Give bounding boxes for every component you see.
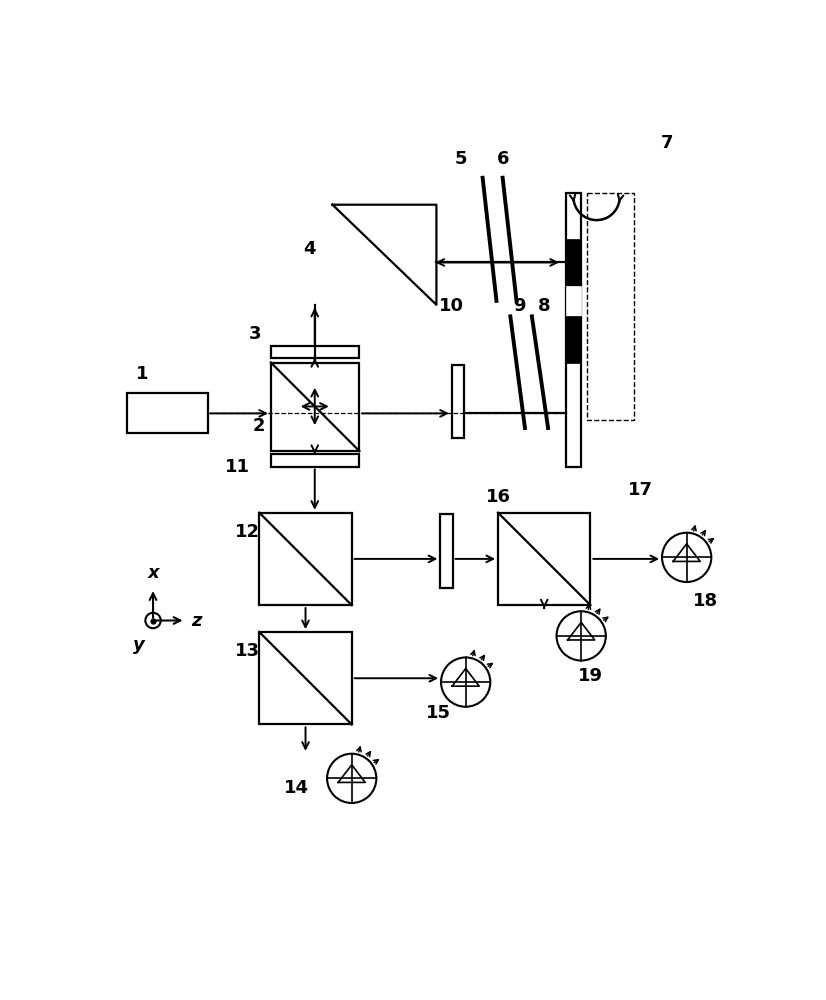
Text: z: z [192, 611, 202, 630]
Text: 10: 10 [439, 297, 464, 315]
Text: 12: 12 [235, 523, 260, 541]
Text: y: y [133, 636, 145, 654]
Bar [440, 514, 453, 588]
Bar [566, 193, 582, 466]
Bar [566, 286, 582, 316]
Bar [271, 363, 359, 451]
Text: 18: 18 [693, 592, 719, 610]
Text: x: x [147, 564, 159, 582]
Bar [566, 239, 582, 286]
Text: 11: 11 [225, 458, 250, 476]
Text: 5: 5 [455, 149, 468, 167]
Text: 4: 4 [303, 240, 316, 258]
Text: 1: 1 [136, 365, 149, 383]
Text: 19: 19 [578, 667, 603, 685]
Bar [259, 632, 352, 724]
Text: 6: 6 [496, 149, 509, 167]
Text: 8: 8 [538, 297, 550, 315]
Bar [127, 393, 207, 433]
Bar [498, 513, 591, 605]
Bar [271, 346, 359, 358]
Bar [271, 363, 359, 451]
Text: 9: 9 [513, 297, 526, 315]
Text: 13: 13 [235, 642, 260, 660]
Text: 16: 16 [486, 488, 510, 506]
Bar [259, 513, 352, 605]
Bar [271, 454, 359, 467]
Text: 3: 3 [249, 325, 262, 343]
Bar [587, 193, 634, 420]
Text: 2: 2 [253, 417, 266, 435]
Text: 17: 17 [628, 481, 653, 499]
Text: 15: 15 [425, 704, 450, 722]
Text: 7: 7 [661, 134, 674, 152]
Bar [566, 316, 582, 363]
Bar [452, 365, 464, 438]
Text: 14: 14 [284, 779, 309, 797]
